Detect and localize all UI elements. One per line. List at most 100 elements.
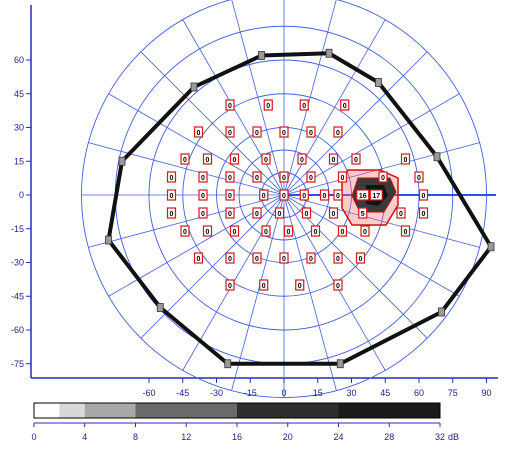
threshold-points: 0 0 0 0 0 0 0 0 0 0 0 0 0 0 0 0 0 0 0 0 0 0 0 0 0 0 0 0 0 0 0 0 0 0 0 16 17 0… <box>166 99 429 291</box>
threshold-point-value: 0 <box>278 211 282 218</box>
x-tick-label: -60 <box>142 388 155 398</box>
threshold-point-value: 0 <box>170 175 174 182</box>
scale-band <box>338 403 440 418</box>
y-tick-label: 45 <box>14 89 24 99</box>
isopter <box>105 48 495 369</box>
threshold-point-box <box>225 189 235 201</box>
threshold-point-value: 0 <box>170 211 174 218</box>
threshold-point-box <box>351 153 361 165</box>
scale-frame <box>33 402 441 419</box>
threshold-point-box <box>310 225 321 237</box>
threshold-point-value: 0 <box>262 283 266 290</box>
isopter-vertex <box>438 307 445 317</box>
threshold-point-value: 0 <box>332 157 336 164</box>
threshold-point-value: 0 <box>354 157 358 164</box>
threshold-point-box <box>193 252 204 264</box>
threshold-point-box <box>360 225 370 237</box>
threshold-point-value: 0 <box>422 193 426 200</box>
threshold-point-box <box>333 279 343 291</box>
threshold-point-value: 0 <box>282 193 286 200</box>
threshold-point-value: 0 <box>341 175 345 182</box>
x-tick-label: 30 <box>346 388 356 398</box>
threshold-point-box <box>225 207 235 219</box>
x-tick-label: 15 <box>313 388 323 398</box>
grid-spoke <box>283 194 480 248</box>
threshold-point-box <box>166 207 177 219</box>
threshold-point-box <box>225 171 235 183</box>
threshold-point-box <box>319 189 330 201</box>
threshold-point-box <box>306 252 316 264</box>
threshold-point-value: 0 <box>183 157 187 164</box>
threshold-point-value: 0 <box>255 211 259 218</box>
isopter-vertex <box>118 156 126 166</box>
grayscale-scale <box>33 402 441 424</box>
threshold-point-box <box>414 171 424 183</box>
y-tick-label: -75 <box>11 359 24 369</box>
threshold-point-value: 0 <box>228 211 232 218</box>
threshold-point-value: 0 <box>201 175 205 182</box>
threshold-point-value: 0 <box>422 211 426 218</box>
threshold-point-value: 0 <box>298 283 302 290</box>
scale-tick-label: 8 <box>133 432 138 442</box>
isopter-vertex <box>336 359 344 369</box>
scale-band <box>59 403 85 418</box>
threshold-point-box <box>166 189 177 201</box>
threshold-point-box <box>198 171 208 183</box>
isopter-vertex <box>105 235 112 245</box>
scale-tick-label: 4 <box>82 432 87 442</box>
threshold-point-value: 0 <box>170 193 174 200</box>
threshold-point-box <box>283 225 294 237</box>
threshold-point-value: 0 <box>255 256 259 263</box>
threshold-point-box <box>297 153 307 165</box>
threshold-point-box <box>369 189 383 201</box>
threshold-point-box <box>202 153 213 165</box>
threshold-point-box <box>328 207 339 219</box>
threshold-point-value: 0 <box>255 175 259 182</box>
threshold-point-value: 0 <box>183 229 187 236</box>
x-tick-label: 60 <box>414 388 424 398</box>
grid-spoke <box>283 0 337 196</box>
scale-tick-label: 16 <box>232 432 242 442</box>
threshold-point-value: 0 <box>314 229 318 236</box>
isopter-vertex <box>325 48 333 58</box>
scale-unit-label: dB <box>448 432 459 442</box>
threshold-point-value: 0 <box>302 103 306 110</box>
y-tick-label: 15 <box>14 156 24 166</box>
threshold-point-value: 0 <box>228 283 232 290</box>
scale-tick-labels: 0 4 8 12 16 20 24 28 32 <box>31 423 445 442</box>
threshold-point-value: 0 <box>228 193 232 200</box>
grid-spoke <box>88 142 285 196</box>
threshold-point-value: 0 <box>282 175 286 182</box>
threshold-point-value: 0 <box>228 175 232 182</box>
threshold-point-box <box>355 252 366 264</box>
scale-tick-label: 20 <box>283 432 293 442</box>
threshold-point-value: 0 <box>287 229 291 236</box>
threshold-point-box <box>358 207 368 219</box>
threshold-point-value: 0 <box>305 211 309 218</box>
y-tick-label: 60 <box>14 55 24 65</box>
threshold-point-value: 0 <box>309 130 313 137</box>
threshold-point-value: 0 <box>343 103 347 110</box>
threshold-point-value: 5 <box>361 211 365 218</box>
threshold-point-box <box>279 171 289 183</box>
threshold-point-value: 0 <box>399 211 403 218</box>
threshold-point-box <box>225 252 235 264</box>
threshold-point-value: 16 <box>359 193 367 200</box>
threshold-point-box <box>180 225 190 237</box>
threshold-point-value: 0 <box>282 256 286 263</box>
threshold-point-box <box>306 171 316 183</box>
threshold-point-box <box>299 99 309 111</box>
threshold-point-box <box>252 252 262 264</box>
threshold-point-value: 17 <box>372 193 380 200</box>
threshold-point-value: 0 <box>404 157 408 164</box>
grid-spoke <box>140 194 285 339</box>
y-tick-label: -45 <box>11 291 24 301</box>
y-tick-label: -15 <box>11 224 24 234</box>
threshold-point-box <box>333 252 343 264</box>
grid-spoke <box>88 194 285 248</box>
isopter-vertex <box>258 51 265 60</box>
scale-tick-label: 28 <box>384 432 394 442</box>
threshold-point-box <box>418 189 429 201</box>
threshold-point-box <box>225 279 235 291</box>
threshold-point-value: 0 <box>233 229 237 236</box>
